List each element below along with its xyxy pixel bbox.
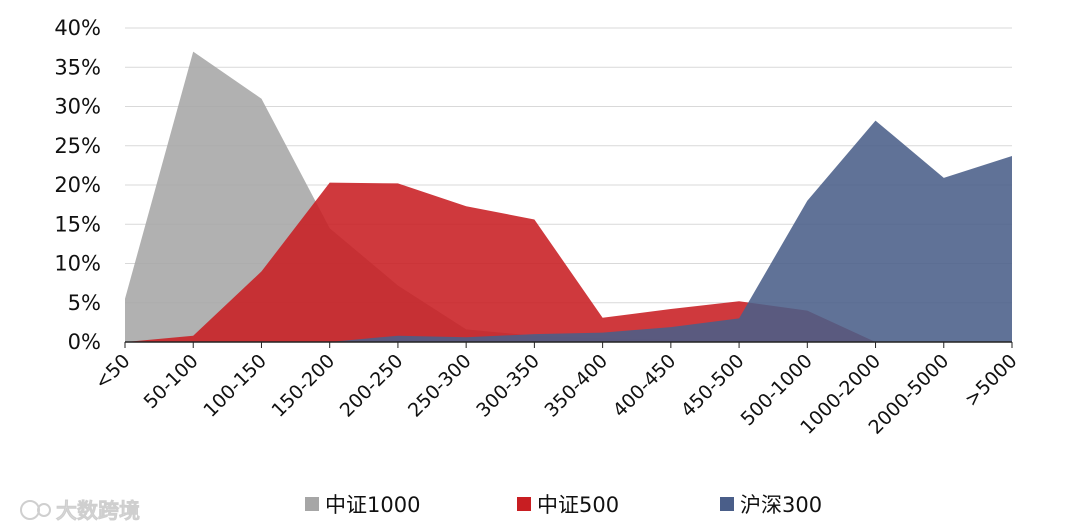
- y-tick-label: 40%: [54, 16, 101, 40]
- x-tick-label: 200-250: [336, 350, 408, 422]
- watermark-logo-icon-inner: [37, 503, 51, 517]
- x-tick-label: 350-400: [540, 350, 612, 422]
- x-axis-tick-labels: <50 50-100100-150150-200200-250250-300300…: [91, 350, 1022, 439]
- x-tick-label: 100-150: [199, 350, 271, 422]
- legend-label: 沪深300: [740, 493, 822, 517]
- y-tick-label: 20%: [54, 173, 101, 197]
- x-tick-label: <50: [91, 350, 135, 394]
- legend: 中证1000 中证500 沪深300: [305, 493, 822, 517]
- x-axis: [124, 341, 1013, 348]
- x-tick-label: 250-300: [404, 350, 476, 422]
- legend-label: 中证1000: [325, 493, 420, 517]
- y-tick-label: 10%: [54, 252, 101, 276]
- legend-swatch: [720, 497, 734, 511]
- watermark-logo-icon: [20, 500, 40, 520]
- legend-item: 中证500: [517, 493, 619, 517]
- x-tick-label: 300-350: [472, 350, 544, 422]
- x-tick-label: 450-500: [677, 350, 749, 422]
- y-tick-label: 30%: [54, 95, 101, 119]
- y-tick-label: 15%: [54, 212, 101, 236]
- watermark-text: 大数跨境: [56, 499, 140, 523]
- x-tick-label: 50-100: [140, 350, 203, 413]
- x-tick-label: 400-450: [609, 350, 681, 422]
- y-tick-label: 0%: [68, 330, 101, 354]
- legend-swatch: [517, 497, 531, 511]
- x-tick-label: 150-200: [268, 350, 340, 422]
- x-tick-label: >5000: [961, 350, 1022, 411]
- y-tick-label: 35%: [54, 55, 101, 79]
- legend-item: 中证1000: [305, 493, 420, 517]
- series-areas: [125, 51, 1012, 342]
- legend-swatch: [305, 497, 319, 511]
- legend-item: 沪深300: [720, 493, 822, 517]
- legend-label: 中证500: [537, 493, 619, 517]
- watermark: 大数跨境: [20, 499, 140, 523]
- series-area: [125, 182, 1012, 342]
- series-area: [125, 120, 1012, 342]
- y-tick-label: 25%: [54, 134, 101, 158]
- y-tick-label: 5%: [68, 291, 101, 315]
- y-axis-ticks: 0% 5% 10% 15% 20% 25% 30% 35% 40%: [54, 16, 101, 354]
